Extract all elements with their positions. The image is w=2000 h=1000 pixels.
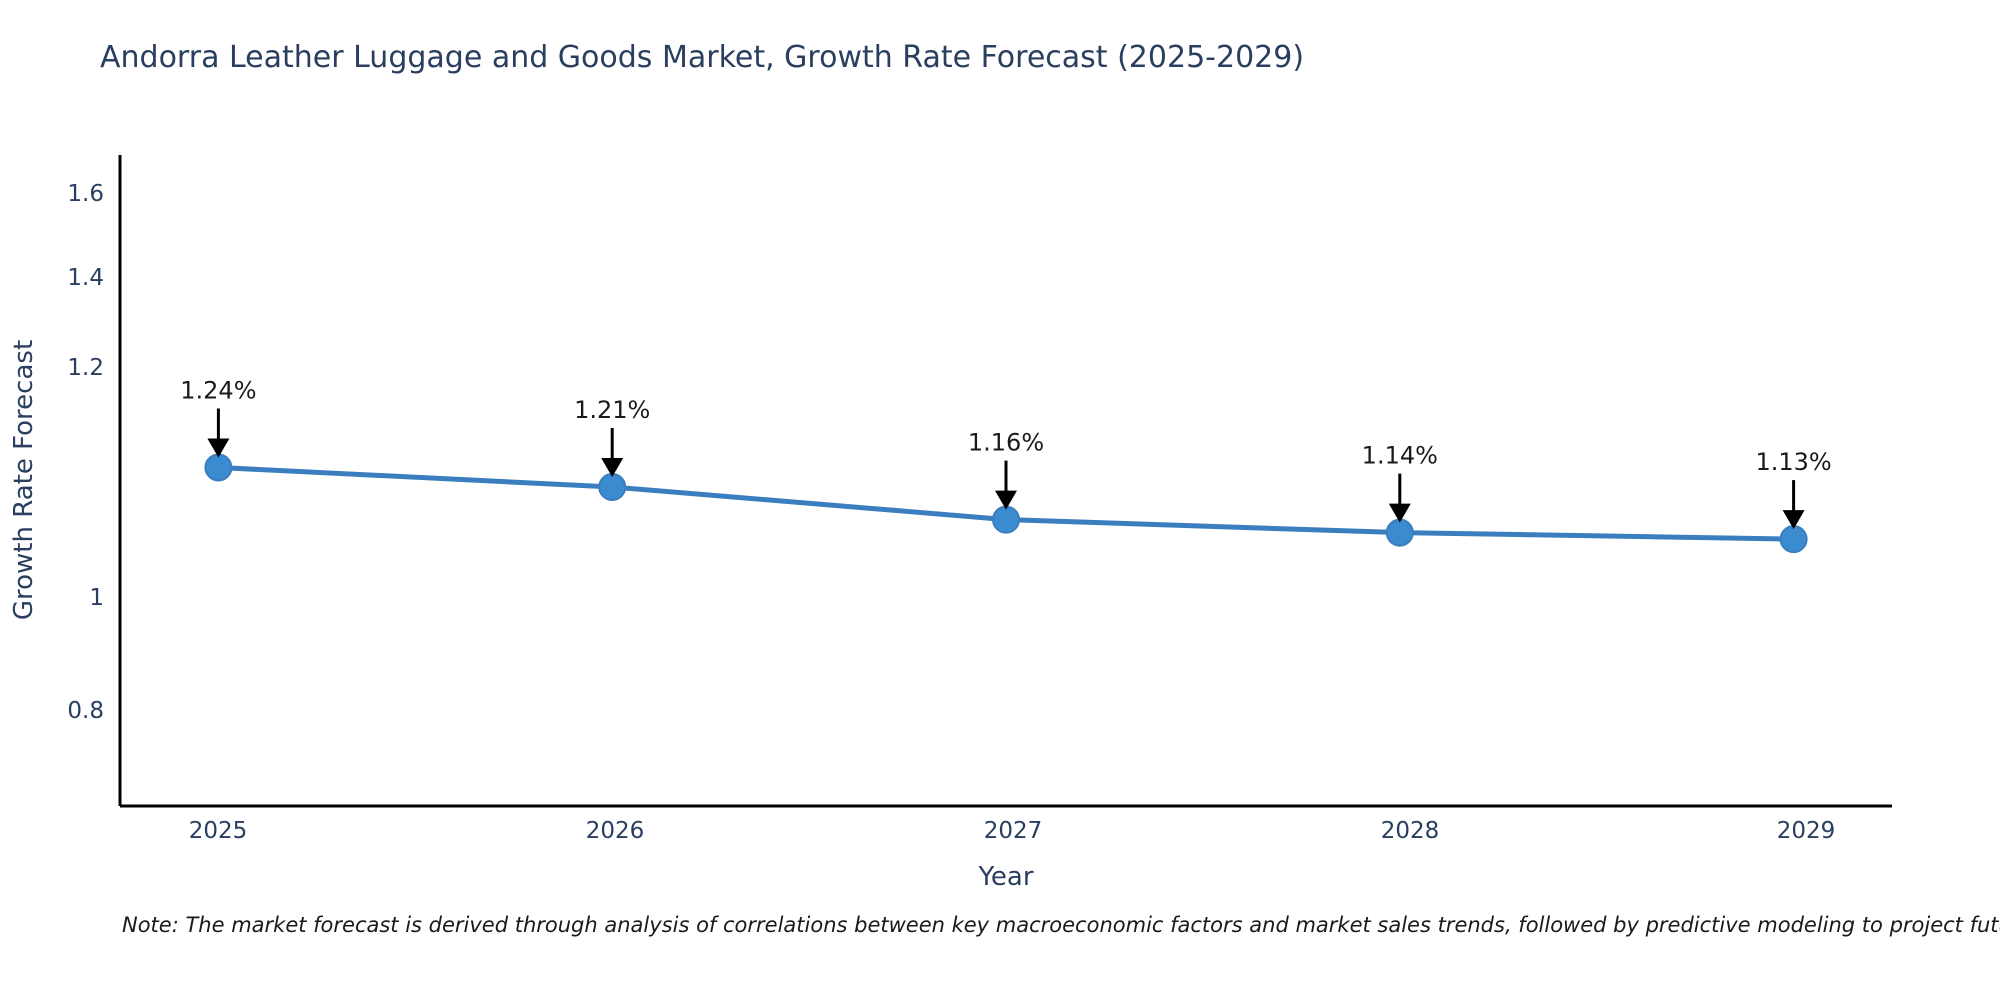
- annotation-arrow-head: [1782, 510, 1805, 530]
- data-point-marker[interactable]: [204, 453, 233, 482]
- data-point-marker[interactable]: [992, 505, 1020, 534]
- data-point-marker[interactable]: [1779, 525, 1808, 554]
- x-axis-title: Year: [977, 862, 1033, 892]
- x-tick-label: 2025: [189, 818, 248, 844]
- data-point-marker[interactable]: [598, 473, 627, 501]
- annotation-arrow-head: [601, 458, 624, 477]
- data-point-annotations: 1.24% 1.21% 1.16% 1.14% 1.13%: [180, 377, 1832, 530]
- x-tick-label: 2027: [984, 818, 1043, 844]
- data-point-label: 1.16%: [968, 429, 1044, 457]
- y-tick-label: 1: [89, 585, 104, 611]
- x-tick-label: 2028: [1381, 818, 1440, 844]
- y-tick-label: 0.8: [67, 698, 104, 724]
- data-point-label: 1.21%: [574, 396, 650, 424]
- y-axis-title: Growth Rate Forecast: [9, 340, 39, 620]
- data-point-label: 1.24%: [180, 377, 256, 405]
- y-tick-label: 1.6: [67, 181, 104, 207]
- data-point-label: 1.13%: [1755, 448, 1831, 476]
- x-tick-label: 2026: [586, 818, 645, 844]
- y-tick-label: 1.4: [67, 265, 104, 291]
- x-tick-label: 2029: [1777, 818, 1836, 844]
- data-point-marker[interactable]: [1385, 518, 1414, 547]
- footnote-note: Note: The market forecast is derived thr…: [122, 913, 2000, 937]
- y-tick-label: 1.2: [67, 355, 104, 381]
- annotation-arrow-head: [1388, 503, 1411, 523]
- annotation-arrow-head: [207, 438, 230, 458]
- data-point-label: 1.14%: [1362, 442, 1438, 470]
- chart-title: Andorra Leather Luggage and Goods Market…: [100, 40, 1305, 75]
- annotation-arrow-head: [995, 490, 1017, 510]
